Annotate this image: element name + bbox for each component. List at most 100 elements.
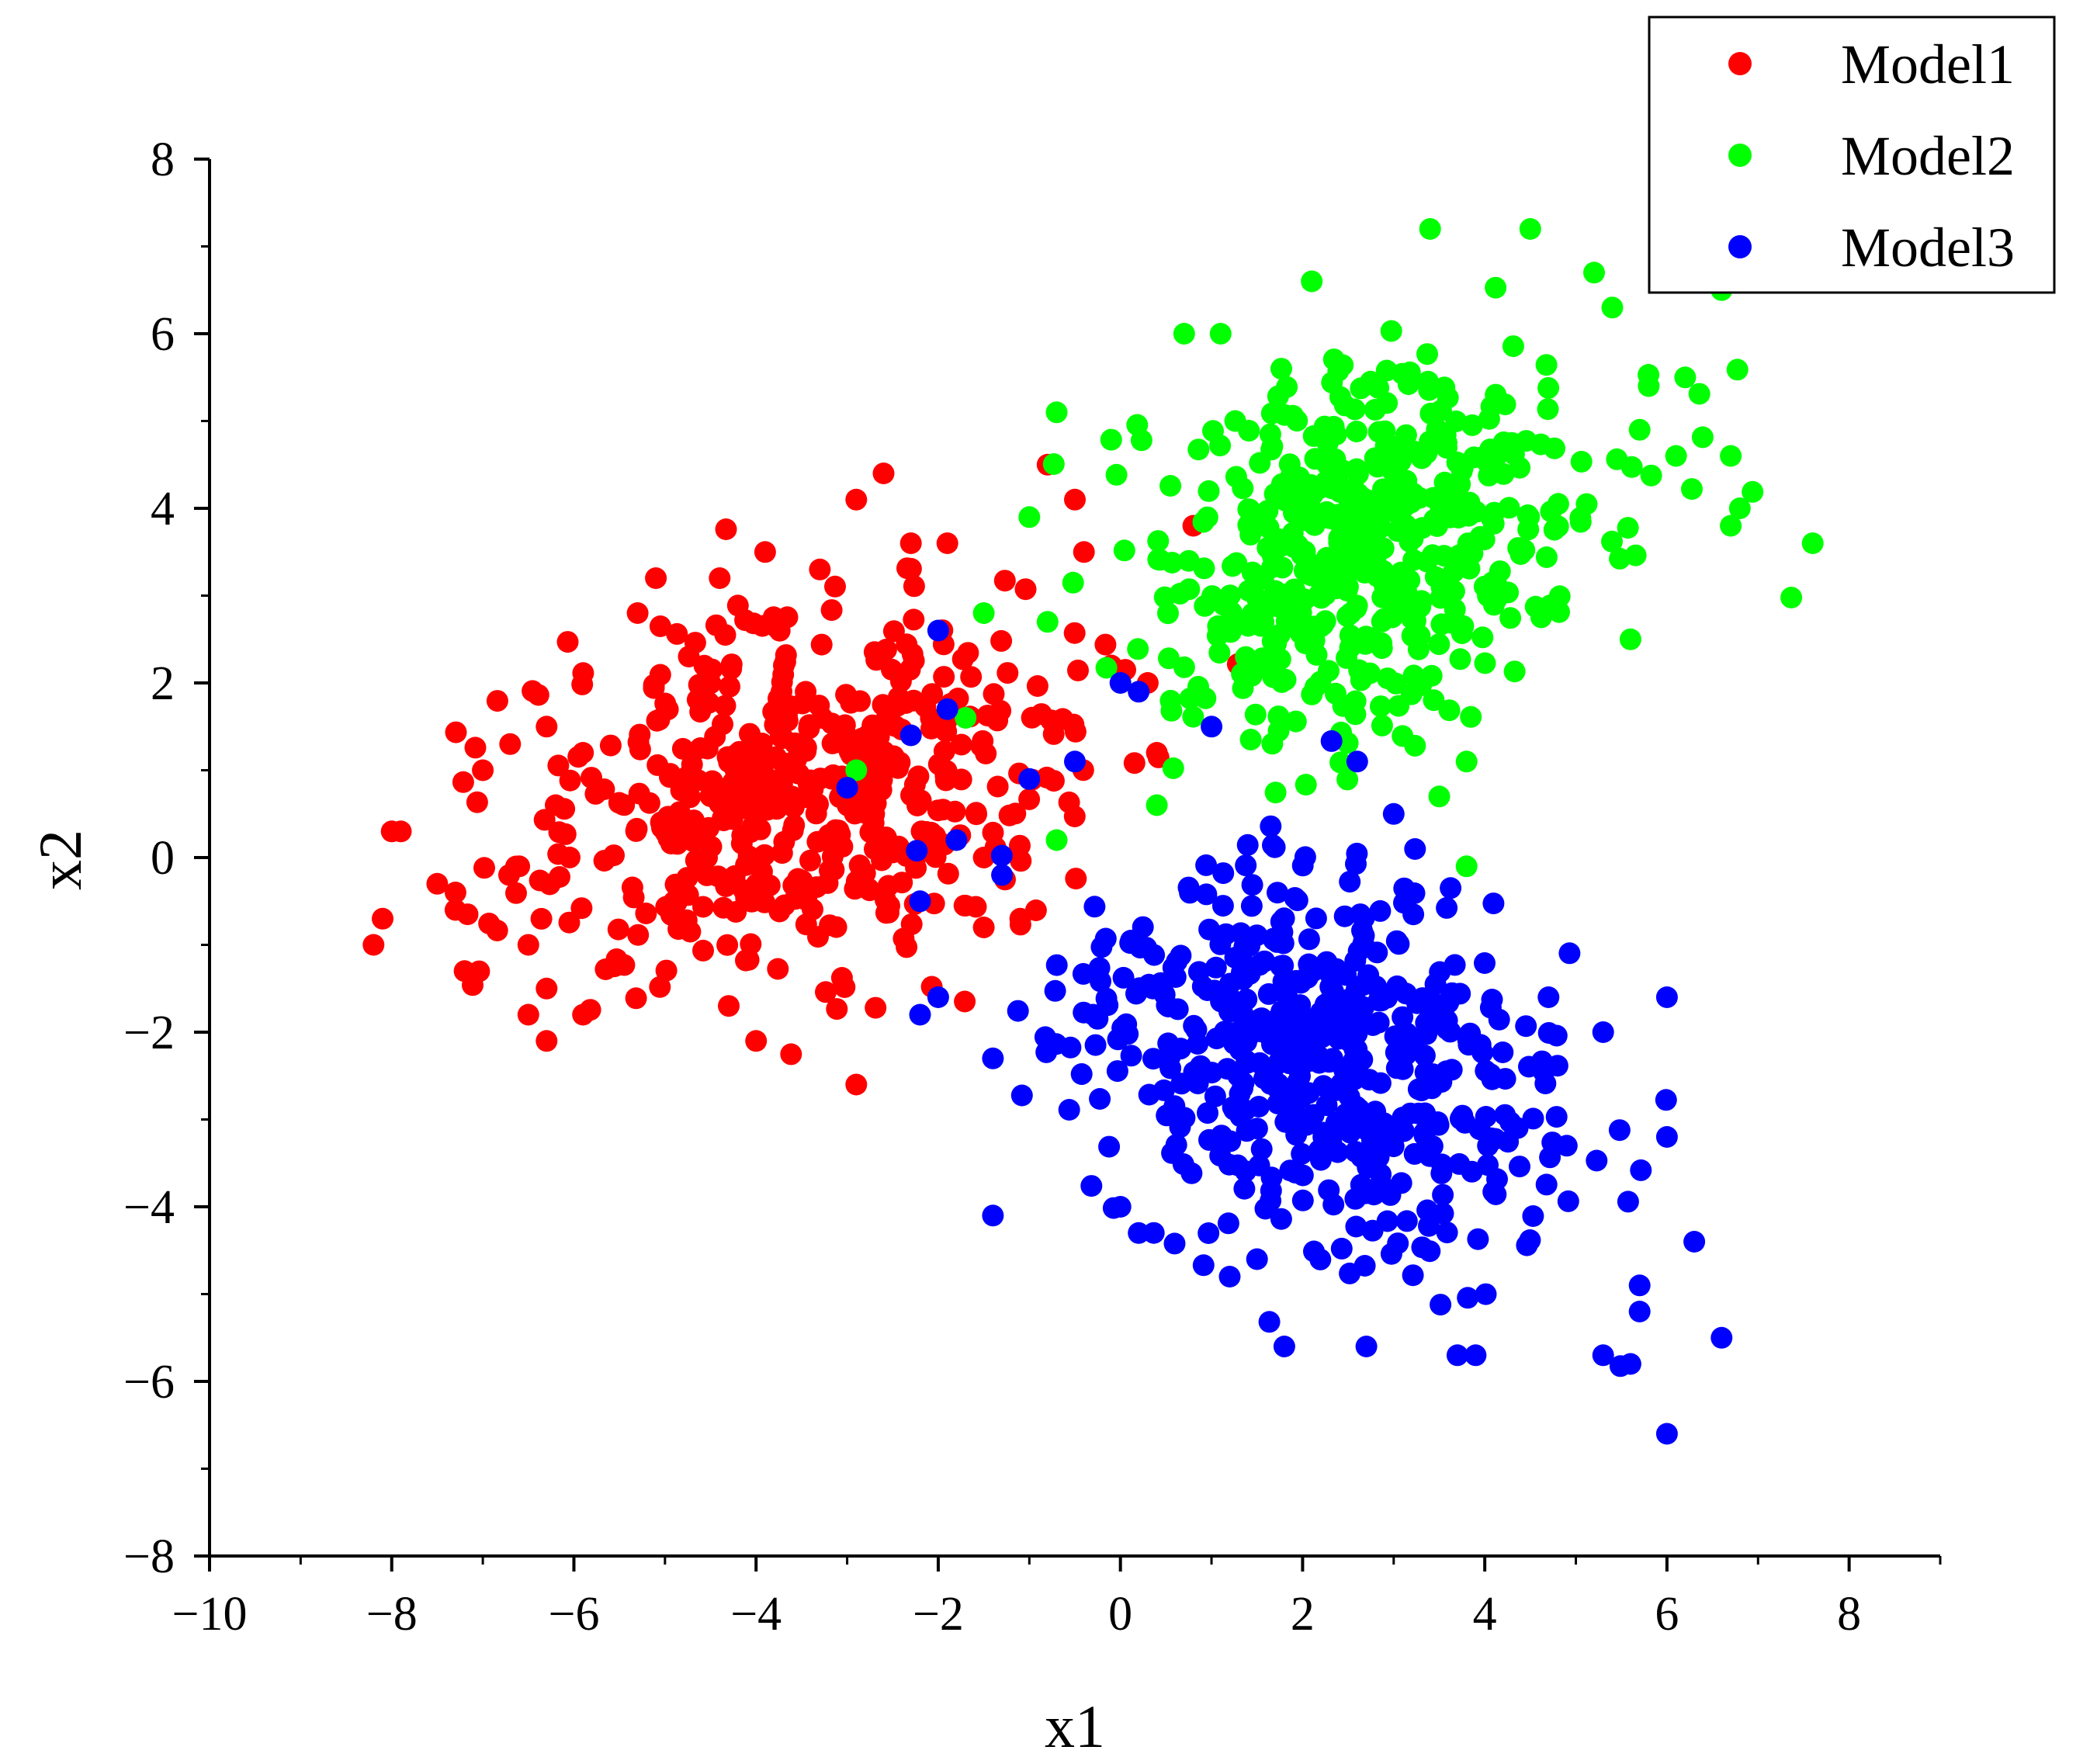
- point-model1-411: [613, 794, 636, 816]
- point-model2-494: [1343, 490, 1366, 512]
- point-model1-475: [783, 788, 805, 810]
- point-model1-477: [768, 619, 791, 642]
- point-model3-512: [1218, 1266, 1241, 1287]
- point-model1-532: [972, 917, 995, 938]
- point-model3-114: [1494, 1068, 1516, 1090]
- point-model2-207: [1198, 480, 1220, 502]
- point-model1-1: [445, 721, 467, 743]
- point-model2-472: [1241, 561, 1263, 584]
- point-model2-437: [1336, 768, 1359, 791]
- point-model3-242: [1370, 989, 1392, 1012]
- point-model3-497: [1095, 987, 1118, 1010]
- y-tick-label-1: −6: [123, 1356, 175, 1409]
- point-model1-32: [903, 608, 925, 631]
- point-model1-474: [466, 791, 488, 813]
- point-model3-499: [1035, 1041, 1058, 1063]
- point-model2-464: [1430, 498, 1452, 521]
- point-model1-402: [767, 958, 789, 980]
- point-model2-479: [1318, 418, 1340, 440]
- point-model1-538: [754, 541, 776, 563]
- point-model2-455: [1485, 587, 1508, 610]
- point-model1-99: [834, 976, 856, 998]
- point-model3-502: [899, 724, 922, 747]
- point-model3-451: [1236, 1031, 1257, 1053]
- series-1: [362, 453, 1249, 1096]
- point-model3-511: [1128, 1222, 1150, 1244]
- point-model1-82: [607, 918, 629, 941]
- point-model2-364: [1295, 774, 1317, 796]
- point-model2-23: [1239, 729, 1262, 750]
- point-model1-400: [659, 763, 681, 785]
- point-model3-370: [1403, 1142, 1426, 1165]
- point-model3-383: [1229, 1083, 1251, 1105]
- point-model3-345: [1231, 961, 1253, 983]
- point-model2-497: [1515, 430, 1537, 452]
- point-model2-519: [1045, 829, 1068, 851]
- point-model2-459: [1423, 689, 1445, 712]
- point-model2-418: [1451, 456, 1474, 479]
- point-model3-467: [1419, 1001, 1442, 1024]
- labels-layer: x1 x2: [26, 830, 1105, 1760]
- point-model2-438: [1225, 552, 1248, 574]
- point-model1-223: [740, 933, 762, 955]
- point-model1-234: [707, 865, 730, 888]
- point-model3-339: [1339, 871, 1361, 893]
- point-model1-522: [872, 463, 895, 484]
- point-model1-536: [626, 602, 649, 624]
- point-model1-385: [663, 891, 685, 913]
- point-model3-479: [1354, 1182, 1377, 1204]
- point-model3-513: [1246, 1248, 1268, 1270]
- point-model1-329: [730, 781, 752, 803]
- point-model1-497: [872, 747, 895, 769]
- point-model3-256: [1545, 1106, 1568, 1128]
- point-model3-515: [1355, 1336, 1378, 1357]
- point-model1-227: [965, 803, 987, 826]
- point-model2-473: [1485, 445, 1507, 468]
- point-model1-240: [712, 896, 735, 919]
- point-model3-231: [1395, 1210, 1418, 1232]
- point-model2-402: [1336, 539, 1358, 562]
- point-model3-395: [1438, 989, 1461, 1011]
- point-model2-391: [1231, 663, 1253, 685]
- point-model3-38: [1291, 1189, 1314, 1211]
- point-model3-111: [1197, 1102, 1218, 1125]
- point-model3-106: [1298, 928, 1320, 951]
- point-model2-250: [1537, 376, 1560, 399]
- point-model2-450: [1282, 496, 1305, 518]
- point-model1-526: [1064, 488, 1086, 511]
- point-model1-399: [556, 631, 579, 653]
- point-model1-71: [799, 849, 821, 872]
- point-model3-87: [1240, 895, 1263, 917]
- point-model2-321: [1547, 515, 1569, 538]
- point-model3-509: [982, 1204, 1004, 1227]
- point-model1-458: [751, 615, 774, 637]
- point-model3-440: [1260, 1166, 1283, 1189]
- point-model1-346: [859, 821, 882, 844]
- point-model1-496: [692, 896, 714, 918]
- point-model3-519: [1619, 1353, 1641, 1375]
- point-model3-393: [1295, 1114, 1318, 1136]
- point-model2-428: [1569, 507, 1592, 529]
- point-model1-420: [529, 869, 551, 892]
- point-model3-436: [1169, 1116, 1191, 1138]
- point-model1-433: [901, 643, 924, 665]
- point-model3-63: [1558, 942, 1581, 965]
- y-tick-label-2: −4: [123, 1181, 175, 1234]
- point-model2-368: [1430, 399, 1452, 421]
- point-model1-54: [452, 771, 474, 793]
- point-model2-427: [1282, 404, 1305, 427]
- point-model2-453: [1312, 613, 1334, 636]
- point-model1-514: [535, 716, 558, 738]
- point-model3-329: [1163, 1232, 1186, 1255]
- point-model3-456: [1374, 1113, 1396, 1135]
- point-model3-167: [1044, 979, 1066, 1002]
- point-model1-187: [527, 684, 549, 706]
- point-model3-386: [1268, 1027, 1291, 1049]
- point-model3-507: [909, 1003, 931, 1026]
- point-model3-350: [1320, 730, 1343, 752]
- point-model1-499: [920, 821, 942, 844]
- point-model1-483: [692, 820, 715, 842]
- point-model3-505: [909, 890, 931, 913]
- point-model1-381: [547, 754, 570, 777]
- point-model3-314: [1059, 1036, 1082, 1059]
